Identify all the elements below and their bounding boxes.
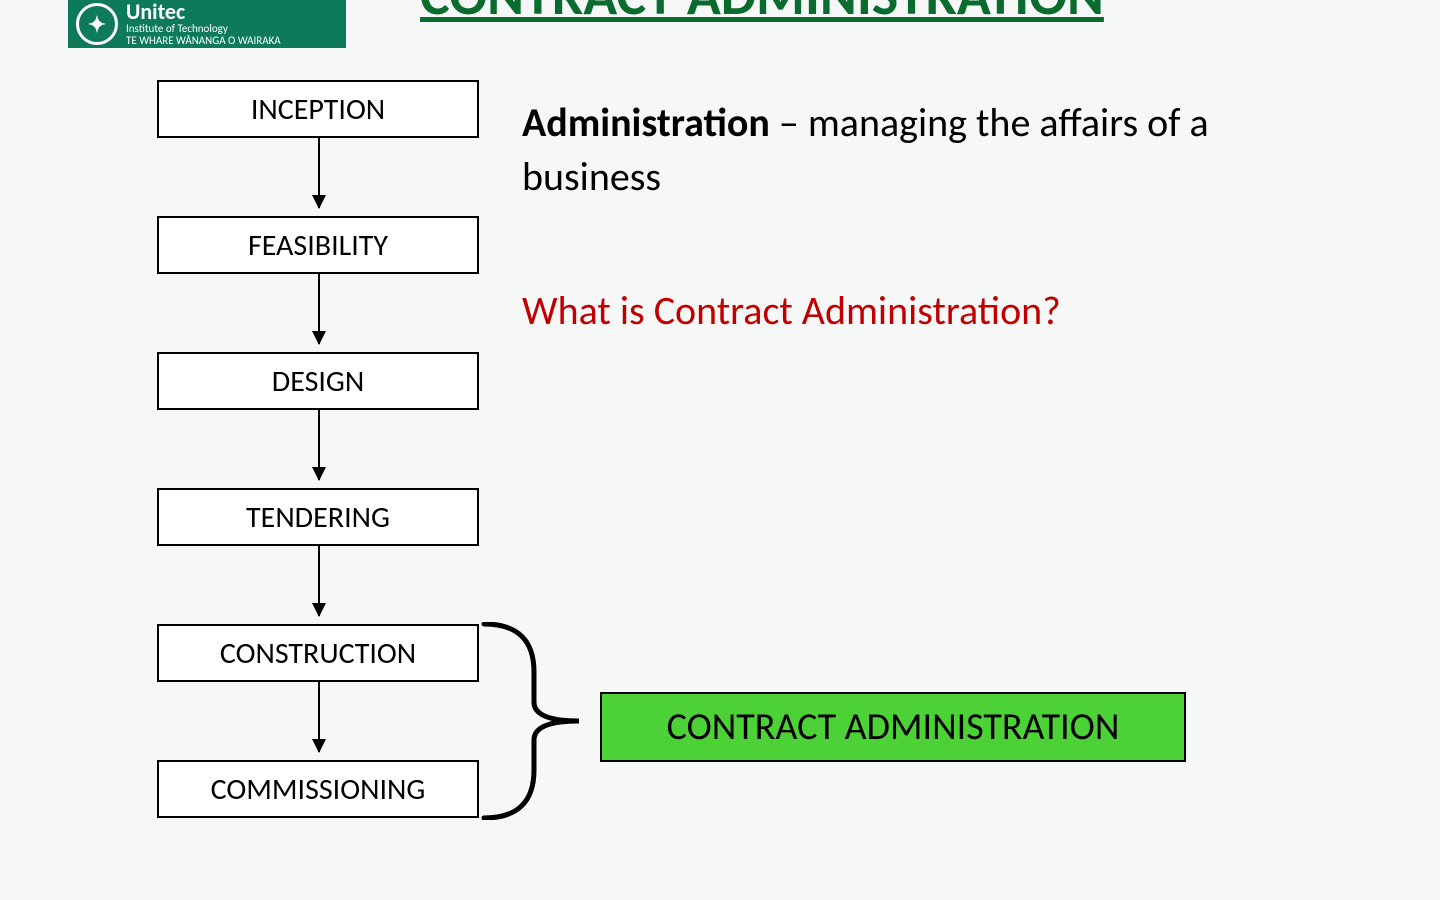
flow-arrow-3 <box>318 546 320 616</box>
logo-sub2: TE WHARE WĀNANGA O WAIRAKA <box>126 35 281 47</box>
flow-arrow-0 <box>318 138 320 208</box>
logo-text: Unitec Institute of Technology TE WHARE … <box>126 1 281 47</box>
flow-node-feasibility: FEASIBILITY <box>157 216 479 274</box>
flow-arrow-2 <box>318 410 320 480</box>
logo: ✦ Unitec Institute of Technology TE WHAR… <box>68 0 346 48</box>
flow-node-construction: CONSTRUCTION <box>157 624 479 682</box>
definition-text: Administration – managing the affairs of… <box>522 96 1342 204</box>
highlight-label: CONTRACT ADMINISTRATION <box>667 704 1120 750</box>
question-text: What is Contract Administration? <box>522 286 1061 335</box>
flow-arrow-1 <box>318 274 320 344</box>
flow-node-tendering: TENDERING <box>157 488 479 546</box>
flow-node-design: DESIGN <box>157 352 479 410</box>
page-title: CONTRACT ADMINISTRATION <box>420 0 1104 30</box>
flow-node-commissioning: COMMISSIONING <box>157 760 479 818</box>
flow-node-inception: INCEPTION <box>157 80 479 138</box>
highlight-box: CONTRACT ADMINISTRATION <box>600 692 1186 762</box>
brace-icon <box>479 622 599 820</box>
flow-arrow-4 <box>318 682 320 752</box>
logo-main: Unitec <box>126 1 281 23</box>
definition-bold: Administration <box>522 98 770 147</box>
logo-mark-icon: ✦ <box>76 3 118 45</box>
